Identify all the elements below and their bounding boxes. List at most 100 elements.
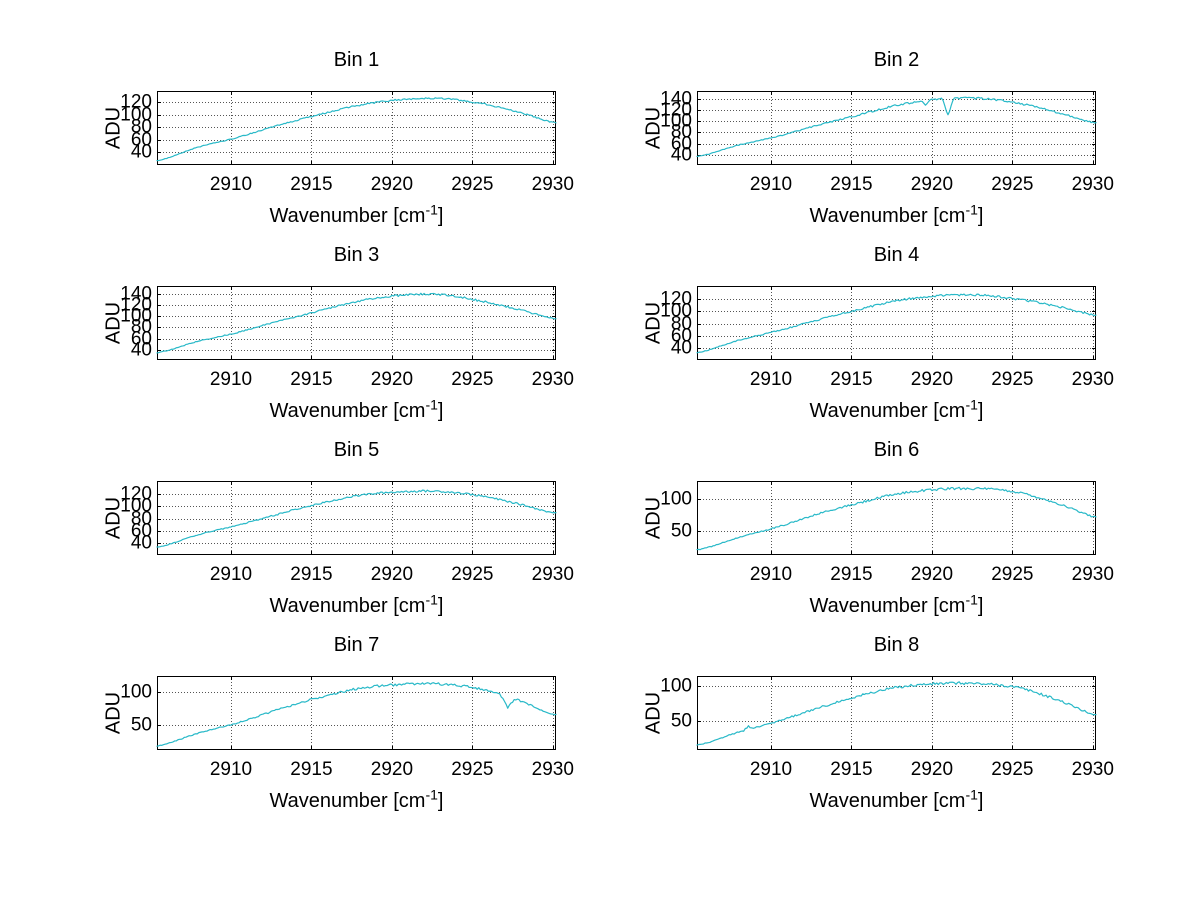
x-axis-label-text: Wavenumber [cm [269,595,426,617]
x-tick-label: 2920 [910,564,954,585]
x-axis-label-superscript: -1 [965,591,978,608]
y-tick-label: 50 [670,710,692,732]
y-tick-label: 60 [130,520,152,542]
x-axis-label-superscript: -1 [425,786,438,803]
plot-area [696,286,1097,360]
data-series-line [696,486,1097,551]
axis-box [697,286,1096,360]
y-tick-label: 40 [130,532,152,554]
x-axis-label-superscript: -1 [425,591,438,608]
x-axis-label-text: Wavenumber [cm [269,205,426,227]
y-tick-label: 60 [670,325,692,347]
plot-title: Bin 7 [333,634,380,656]
subplot-bin-4: Bin 4 ADU Wavenumber [cm-1] 40 60 80 100 120… [643,244,1114,422]
y-tick-label: 80 [670,313,692,335]
data-series-line [696,96,1097,158]
grid-lines [157,91,556,165]
subplot-bin-2: Bin 2 ADU Wavenumber [cm-1] 40 60 80 100 120… [643,49,1114,227]
grid-lines [157,676,556,750]
x-tick-label: 2915 [290,759,333,780]
plot-area [696,481,1097,555]
x-tick-label: 2915 [830,174,873,195]
axis-box [157,286,556,360]
plot-title: Bin 2 [873,49,920,71]
subplot-bin-3: Bin 3 ADU Wavenumber [cm-1] 40 60 80 100 120… [103,244,574,422]
x-axis-label-close: ] [437,790,444,812]
plot-area [156,286,557,360]
y-tick-label: 100 [120,495,152,517]
axis-ticks [697,481,1096,555]
x-tick-label: 2930 [1071,174,1114,195]
subplot-bin-8: Bin 8 ADU Wavenumber [cm-1] 50 100 2910 291… [643,634,1114,812]
plot-title: Bin 1 [333,49,380,71]
grid-lines [697,481,1096,555]
data-series-line [696,293,1097,354]
x-tick-label: 2930 [531,564,574,585]
x-tick-label: 2920 [370,564,414,585]
y-tick-label: 50 [130,714,152,736]
axis-ticks [157,286,556,360]
x-tick-label: 2910 [209,174,253,195]
x-tick-label: 2920 [370,369,414,390]
x-axis-label-text: Wavenumber [cm [809,205,966,227]
x-axis-label-superscript: -1 [425,201,438,218]
x-tick-label: 2925 [991,174,1034,195]
x-tick-label: 2930 [531,759,574,780]
y-tick-label: 120 [120,483,152,505]
y-tick-label: 40 [130,339,152,361]
axis-box [697,481,1096,555]
y-tick-label: 60 [130,328,152,350]
x-axis-label: Wavenumber [cm-1] [697,787,1096,813]
plot-title: Bin 8 [873,634,920,656]
y-tick-label: 100 [120,104,152,126]
x-axis-label-superscript: -1 [965,396,978,413]
y-tick-label: 60 [670,133,692,155]
grid-lines [157,481,556,555]
data-series-line [156,489,557,548]
x-axis-label-text: Wavenumber [cm [809,595,966,617]
x-tick-label: 2910 [749,564,793,585]
grid-lines [697,676,1096,750]
y-tick-label: 120 [120,91,152,113]
x-tick-label: 2925 [451,369,494,390]
axis-box [157,91,556,165]
x-axis-label-superscript: -1 [965,786,978,803]
x-axis-label-close: ] [437,595,444,617]
plot-title: Bin 5 [333,439,380,461]
x-tick-label: 2925 [991,564,1034,585]
x-axis-label-text: Wavenumber [cm [809,790,966,812]
x-axis-label: Wavenumber [cm-1] [697,202,1096,228]
grid-lines [697,286,1096,360]
y-tick-label: 140 [120,283,152,305]
y-tick-label: 100 [120,305,152,327]
y-tick-label: 60 [130,129,152,151]
x-tick-label: 2910 [209,759,253,780]
data-series-line [156,682,557,747]
y-tick-label: 100 [660,300,692,322]
x-tick-label: 2915 [290,564,333,585]
x-tick-label: 2915 [830,759,873,780]
x-tick-label: 2925 [451,759,494,780]
plot-title: Bin 3 [333,244,380,266]
data-series-line [156,292,557,354]
y-tick-label: 140 [660,88,692,110]
grid-lines [157,286,556,360]
x-tick-label: 2915 [830,564,873,585]
y-tick-label: 80 [130,316,152,338]
x-axis-label: Wavenumber [cm-1] [157,592,556,618]
y-tick-label: 100 [660,675,692,697]
axis-box [157,676,556,750]
y-tick-label: 40 [670,144,692,166]
subplot-bin-6: Bin 6 ADU Wavenumber [cm-1] 50 100 2910 291… [643,439,1114,617]
x-axis-label-superscript: -1 [965,201,978,218]
x-axis-label-text: Wavenumber [cm [269,790,426,812]
y-tick-label: 120 [660,288,692,310]
x-tick-label: 2925 [451,174,494,195]
x-tick-label: 2925 [451,564,494,585]
y-tick-label: 120 [120,294,152,316]
y-tick-label: 100 [120,681,152,703]
plot-area [156,481,557,555]
y-tick-label: 120 [660,99,692,121]
x-tick-label: 2930 [1071,564,1114,585]
